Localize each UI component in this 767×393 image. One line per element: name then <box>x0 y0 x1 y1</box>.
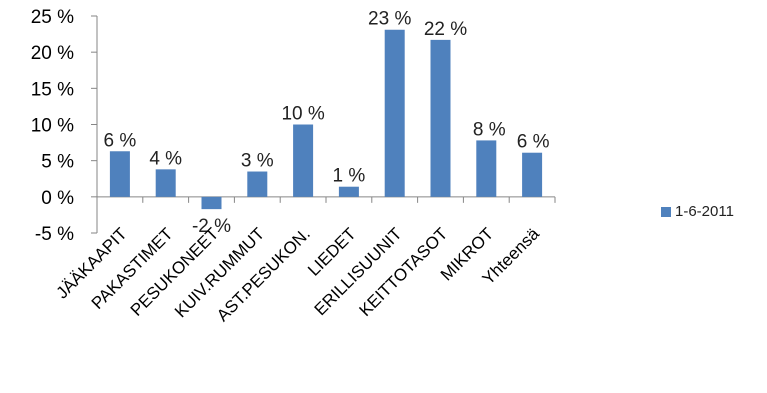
bar <box>247 171 268 197</box>
bar <box>293 124 314 197</box>
data-label: 1 % <box>333 166 366 187</box>
data-label: 3 % <box>241 151 274 172</box>
data-label: 22 % <box>424 19 467 40</box>
bar <box>476 140 497 197</box>
bar <box>430 39 451 197</box>
y-tick-label: 10 % <box>31 116 74 137</box>
data-label: -2 % <box>192 216 231 237</box>
bar <box>384 29 405 197</box>
bar <box>109 151 130 197</box>
bar-series <box>109 29 543 210</box>
data-label: 8 % <box>473 119 506 140</box>
y-tick-label: 20 % <box>31 43 74 64</box>
bar <box>201 196 222 210</box>
y-tick-label: 15 % <box>31 79 74 100</box>
bar <box>338 186 359 197</box>
data-label: 10 % <box>281 104 324 125</box>
bar <box>155 169 176 197</box>
y-axis-tick-labels: -5 % 0 % 5 % 10 % 15 % 20 % 25 % <box>31 7 74 245</box>
y-tick-label: -5 % <box>35 224 74 245</box>
data-label: 4 % <box>149 148 182 169</box>
data-label: 23 % <box>368 9 411 30</box>
chart-legend: 1-6-2011 <box>661 203 734 220</box>
legend-series-name: 1-6-2011 <box>675 203 734 220</box>
data-labels: 6 % 4 % -2 % 3 % 10 % 1 % 23 % 22 % 8 % 6 % <box>104 9 550 237</box>
y-tick-label: 25 % <box>31 7 74 28</box>
bar <box>522 152 543 197</box>
y-tick-label: 5 % <box>41 152 74 173</box>
data-label: 6 % <box>517 132 550 153</box>
y-tick-label: 0 % <box>41 188 74 209</box>
x-axis-category-labels: JÄÄKAAPITPAKASTIMETPESUKONEETKUIV.RUMMUT… <box>52 224 543 325</box>
legend-swatch <box>661 206 671 217</box>
data-label: 6 % <box>104 130 137 151</box>
